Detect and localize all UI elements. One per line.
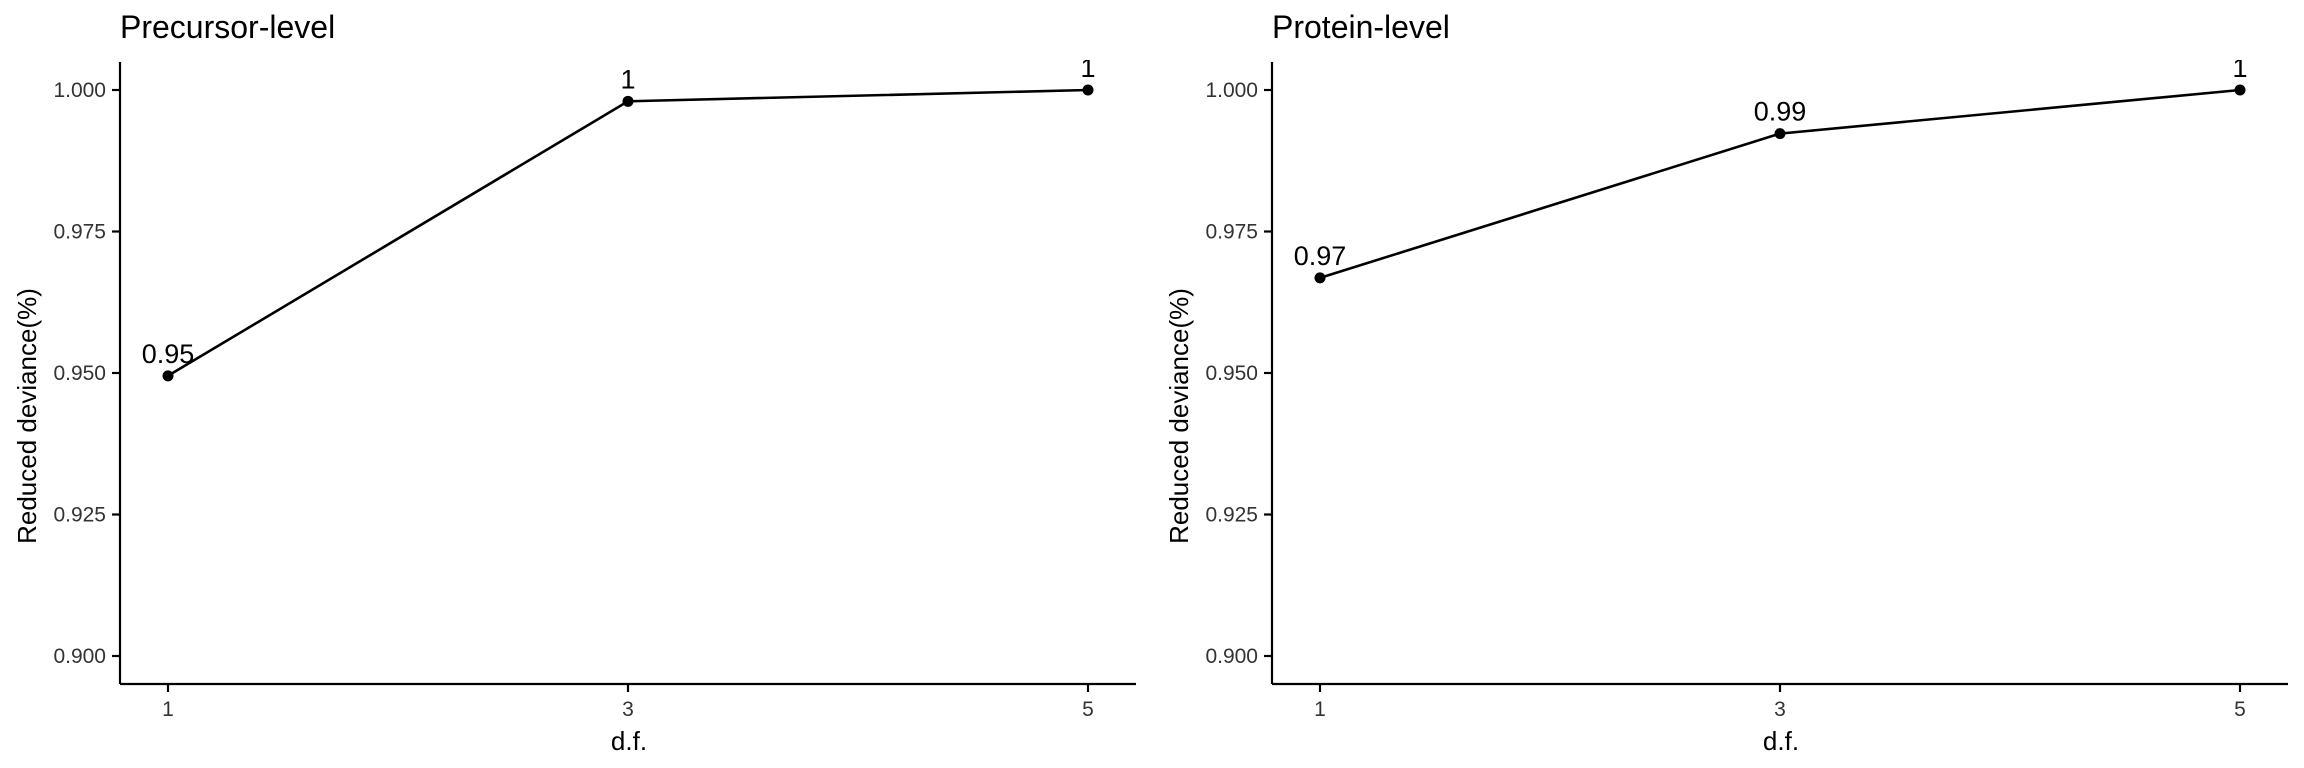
series-line [167, 88, 1089, 377]
data-label: 0.95 [142, 339, 195, 369]
y-tick-label: 0.950 [1205, 362, 1258, 385]
data-label: 1 [620, 64, 635, 94]
x-tick-label: 1 [162, 698, 174, 721]
y-tick-label: 1.000 [53, 79, 106, 102]
panel-title: Precursor-level [120, 9, 335, 45]
y-tick-label: 0.900 [1205, 645, 1258, 668]
x-axis-title: d.f. [1763, 726, 1799, 756]
y-tick-label: 0.925 [1205, 504, 1258, 527]
plot-area: 0.900 0.925 0.950 0.975 1.000 1 3 5 0.95 1 1 [53, 53, 1136, 721]
x-tick-label: 5 [1082, 698, 1094, 721]
y-tick-label: 0.900 [53, 645, 106, 668]
y-tick-label: 0.975 [1205, 221, 1258, 244]
x-tick-label: 1 [1314, 698, 1326, 721]
y-tick-label: 0.950 [53, 362, 106, 385]
x-tick-label: 5 [2234, 698, 2246, 721]
y-tick-label: 0.975 [53, 221, 106, 244]
x-tick-label: 3 [1774, 698, 1786, 721]
data-point [2234, 84, 2246, 96]
plot-area: 0.900 0.925 0.950 0.975 1.000 1 3 5 0.97 0.99 1 [1205, 53, 2288, 721]
x-tick-label: 3 [622, 698, 634, 721]
y-tick-label: 1.000 [1205, 79, 1258, 102]
y-axis-title: Reduced deviance(%) [1164, 288, 1194, 544]
protein-level-panel: Protein-level Reduced deviance(%) d.f. 0… [1164, 9, 2288, 756]
data-point [162, 370, 174, 382]
data-label: 1 [1080, 53, 1095, 83]
data-label: 0.97 [1294, 241, 1347, 271]
data-label: 0.99 [1754, 97, 1807, 127]
data-label: 1 [2232, 53, 2247, 83]
data-point [1774, 128, 1786, 140]
data-point [622, 95, 634, 107]
data-point [1314, 272, 1326, 284]
y-axis-title: Reduced deviance(%) [12, 288, 42, 544]
panel-title: Protein-level [1272, 9, 1450, 45]
data-point [1082, 84, 1094, 96]
x-axis-title: d.f. [611, 726, 647, 756]
precursor-level-panel: Precursor-level Reduced deviance(%) d.f.… [12, 9, 1136, 756]
y-tick-label: 0.925 [53, 504, 106, 527]
